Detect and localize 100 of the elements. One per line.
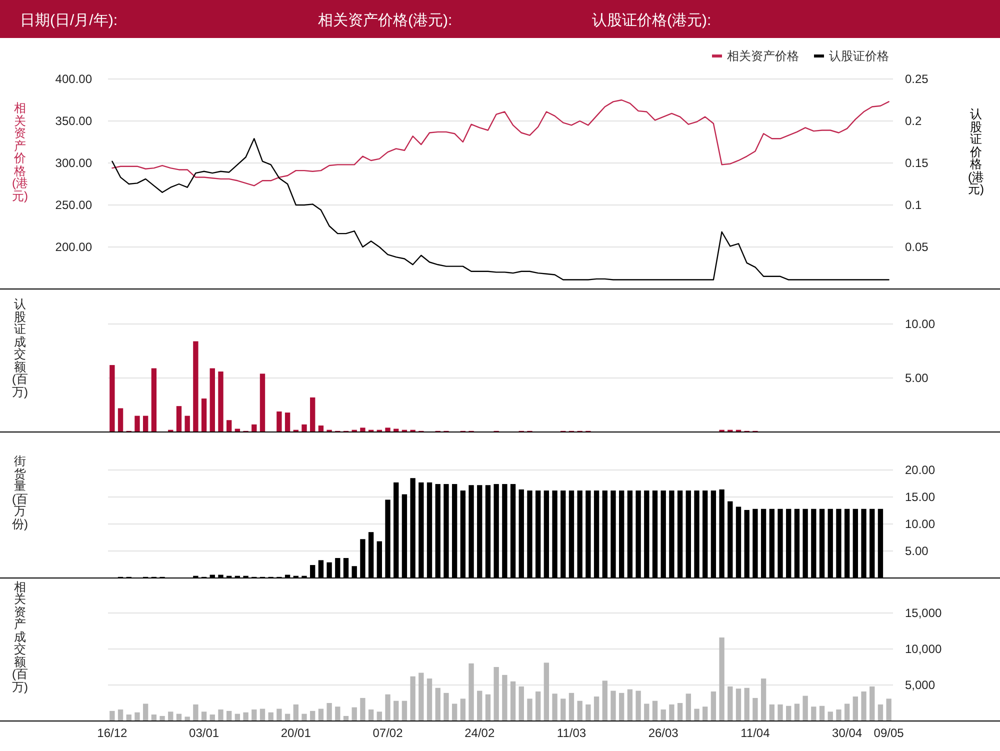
bar bbox=[385, 694, 390, 721]
bar bbox=[335, 706, 340, 721]
bar bbox=[376, 712, 382, 721]
bar bbox=[594, 696, 600, 721]
bar bbox=[736, 688, 742, 721]
bar bbox=[886, 698, 892, 721]
x-tick-label: 26/03 bbox=[648, 726, 679, 740]
x-tick-label: 24/02 bbox=[464, 726, 495, 740]
bar bbox=[142, 416, 148, 432]
x-tick-label: 11/04 bbox=[740, 726, 770, 740]
bar bbox=[402, 700, 408, 721]
bar bbox=[794, 704, 800, 721]
bar bbox=[644, 704, 650, 721]
bar bbox=[260, 708, 266, 721]
bar bbox=[134, 712, 140, 721]
bar bbox=[619, 692, 624, 721]
bar bbox=[828, 712, 833, 721]
bar bbox=[602, 680, 608, 721]
y-tick-label: 10,000 bbox=[905, 642, 942, 656]
bar bbox=[218, 709, 224, 721]
bar bbox=[435, 688, 440, 721]
y2-tick-label: 0.25 bbox=[905, 72, 929, 86]
bar bbox=[527, 698, 532, 721]
bar bbox=[193, 341, 198, 432]
bar bbox=[201, 712, 207, 721]
bar bbox=[477, 690, 482, 721]
y-tick-label: 250.00 bbox=[55, 198, 92, 212]
bar bbox=[352, 707, 357, 721]
bar bbox=[176, 406, 182, 432]
bar bbox=[535, 691, 541, 721]
bar bbox=[485, 694, 491, 721]
line-series bbox=[112, 138, 890, 280]
text: 相关资产成交额(百万) bbox=[12, 580, 28, 694]
bar bbox=[652, 700, 658, 721]
y-axis-title: 街货量(百万份) bbox=[12, 454, 28, 530]
x-tick-label: 20/01 bbox=[280, 726, 312, 740]
legend-label: 认股证价格 bbox=[829, 49, 889, 63]
y-axis-title: 相关资产价格(港元) bbox=[12, 101, 28, 202]
y2-axis-title: 认股证价格(港元) bbox=[968, 107, 984, 196]
bar bbox=[318, 426, 324, 432]
bar bbox=[418, 672, 424, 721]
bar bbox=[318, 708, 324, 721]
bar bbox=[360, 428, 366, 432]
text: 相关资产价格(港元): bbox=[318, 12, 452, 29]
bar bbox=[852, 696, 858, 721]
bar bbox=[819, 706, 825, 721]
bar bbox=[252, 709, 257, 721]
y-tick-label: 5.00 bbox=[905, 371, 929, 385]
bar bbox=[110, 710, 115, 721]
x-tick-label: 03/01 bbox=[189, 726, 220, 740]
bar bbox=[669, 704, 674, 721]
bar bbox=[118, 709, 124, 721]
y-tick-label: 15.00 bbox=[905, 490, 936, 504]
bar bbox=[836, 709, 842, 721]
bar bbox=[494, 667, 499, 721]
bar bbox=[226, 710, 232, 721]
y-tick-label: 10.00 bbox=[905, 317, 936, 331]
bar bbox=[677, 703, 683, 721]
bar bbox=[168, 712, 174, 721]
legend-label: 相关资产价格 bbox=[727, 49, 799, 63]
bar bbox=[468, 663, 474, 721]
text: 日期(日/月/年): bbox=[20, 12, 118, 29]
y-tick-label: 5,000 bbox=[905, 678, 936, 692]
bar bbox=[719, 637, 724, 721]
bar bbox=[568, 692, 574, 721]
bar bbox=[210, 368, 215, 432]
bar bbox=[760, 678, 766, 721]
bar bbox=[460, 698, 466, 721]
bar bbox=[627, 689, 633, 721]
bar bbox=[118, 408, 124, 432]
y-tick-label: 200.00 bbox=[55, 240, 92, 254]
bar bbox=[385, 428, 390, 432]
bar bbox=[151, 368, 157, 432]
bar bbox=[293, 704, 298, 721]
bar bbox=[610, 690, 616, 721]
bar bbox=[210, 714, 215, 721]
bar bbox=[710, 691, 716, 721]
bar bbox=[728, 686, 733, 721]
bar bbox=[310, 710, 316, 721]
bar bbox=[861, 691, 866, 721]
bar bbox=[802, 696, 808, 721]
bar bbox=[544, 662, 550, 721]
x-tick-label: 16/12 bbox=[97, 726, 128, 740]
bar bbox=[276, 411, 282, 432]
bar bbox=[686, 694, 691, 721]
x-tick-label: 09/05 bbox=[874, 726, 904, 740]
bar bbox=[326, 703, 332, 721]
bar bbox=[586, 704, 591, 721]
bar bbox=[552, 694, 558, 721]
x-tick-label: 30/04 bbox=[832, 726, 862, 740]
bar bbox=[426, 678, 432, 721]
bar bbox=[870, 686, 875, 721]
bar bbox=[260, 374, 266, 432]
y-axis-title: 认股证成交额(百万) bbox=[12, 297, 28, 398]
bar bbox=[193, 704, 198, 721]
bar bbox=[444, 692, 449, 721]
bar bbox=[452, 704, 458, 721]
y2-tick-label: 0.2 bbox=[905, 114, 922, 128]
y-tick-label: 300.00 bbox=[55, 156, 92, 170]
bar bbox=[769, 704, 774, 721]
